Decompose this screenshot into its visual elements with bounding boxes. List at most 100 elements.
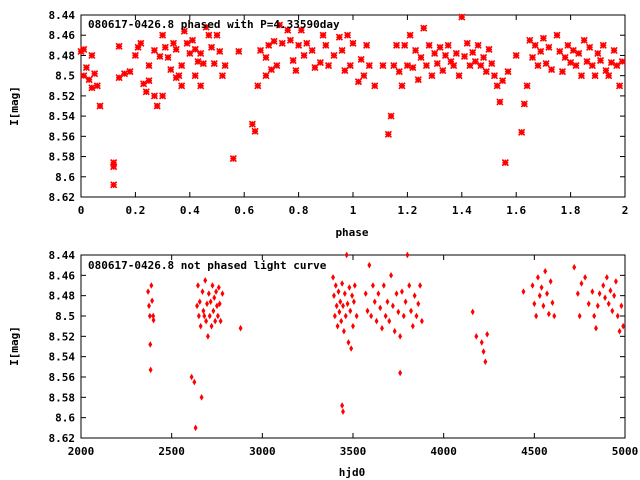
unphased-data-point (337, 308, 342, 316)
phased-data-point (572, 61, 580, 70)
phased-data-point (297, 26, 305, 34)
phased-data-point (183, 39, 191, 47)
phased-data-point (341, 67, 349, 75)
phased-data-point (120, 70, 129, 78)
unphased-data-point (612, 292, 617, 299)
unphased-data-point (481, 348, 486, 355)
phased-data-point (188, 36, 197, 44)
unphased-data-point (541, 302, 546, 310)
phased-data-point (417, 53, 425, 62)
phased-data-point (346, 61, 354, 70)
phased-data-point (137, 39, 145, 47)
phased-y-ticks: 8.44 8.46 8.48 8.5 8.52 8.54 8.56 8.58 8.6 8.62 (49, 9, 625, 204)
unphased-y-tick-label: 8.52 (49, 330, 76, 343)
unphased-data-point (200, 288, 205, 295)
phased-data-point (218, 72, 227, 80)
phased-data-point (365, 61, 373, 70)
phased-data-point (577, 72, 586, 80)
phased-data-point (607, 58, 615, 67)
unphased-data-point (209, 322, 214, 330)
unphased-data-point (363, 290, 368, 297)
unphased-data-point (151, 316, 156, 324)
unphased-data-point (619, 302, 624, 310)
phased-data-point (425, 41, 433, 49)
unphased-x-tick-label: 3500 (340, 445, 367, 458)
phased-y-axis-label: I[mag] (8, 86, 21, 126)
unphased-data-point (333, 282, 338, 289)
unphased-data-point (218, 317, 223, 325)
unphased-y-tick-label: 8.46 (49, 269, 76, 282)
phased-data-point (205, 31, 213, 39)
unphased-data-point (331, 292, 336, 299)
phased-data-point (564, 41, 572, 49)
phased-data-point (390, 61, 398, 70)
unphased-x-axis-label: hjd0 (339, 466, 366, 479)
unphased-data-point (546, 310, 551, 318)
phased-data-point (134, 43, 142, 51)
unphased-data-point (345, 300, 350, 308)
phased-data-point (618, 57, 626, 66)
unphased-data-point (354, 312, 359, 320)
phased-y-tick-label: 8.46 (49, 29, 76, 42)
phased-data-point (354, 78, 363, 86)
phased-data-point (406, 31, 414, 39)
unphased-data-point (207, 312, 212, 320)
unphased-data-point (479, 339, 484, 346)
unphased-data-point (205, 300, 209, 308)
unphased-y-tick-label: 8.44 (49, 249, 76, 262)
phased-data-point (392, 41, 401, 49)
phased-data-point (474, 41, 482, 49)
unphased-data-point (485, 331, 490, 338)
phased-data-point (518, 128, 526, 136)
phased-data-point (539, 34, 547, 42)
unphased-x-ticks: 2000 2500 3000 3500 4000 4500 5000 (68, 255, 638, 458)
phased-data-point (178, 82, 186, 90)
unphased-data-point (193, 424, 198, 432)
unphased-y-axis-label: I[mag] (8, 326, 21, 366)
phased-data-point (197, 82, 205, 90)
phased-data-point (360, 72, 368, 80)
phased-data-point (156, 52, 164, 61)
phased-data-point (433, 59, 441, 68)
phased-x-axis-label: phase (335, 226, 368, 239)
phased-data-point (520, 100, 528, 108)
unphased-data-point (189, 373, 194, 381)
phased-data-point (180, 27, 188, 35)
unphased-data-point (387, 317, 392, 325)
unphased-data-point (535, 274, 540, 281)
phased-data-point (139, 80, 148, 88)
phased-data-point (164, 53, 172, 62)
phased-data-point (439, 67, 447, 75)
unphased-data-point (340, 280, 345, 287)
unphased-x-tick-label: 2500 (158, 445, 185, 458)
unphased-data-point (196, 312, 201, 320)
unphased-data-point (211, 307, 216, 315)
unphased-data-point (594, 324, 598, 332)
unphased-data-point (572, 263, 577, 271)
phased-data-point (596, 56, 605, 65)
unphased-data-point (199, 394, 204, 401)
unphased-data-point (543, 267, 548, 275)
phased-data-point (93, 82, 101, 90)
phased-data-point (153, 102, 161, 110)
phased-x-tick-label: 1 (350, 204, 357, 217)
unphased-data-point (613, 278, 618, 285)
unphased-data-point (210, 282, 215, 289)
unphased-data-point (378, 304, 383, 312)
phased-data-point (496, 98, 504, 106)
phased-data-point (131, 51, 139, 60)
unphased-data-point (410, 322, 415, 330)
phased-data-point (455, 72, 463, 80)
phased-data-point (387, 112, 395, 120)
phased-data-point (80, 45, 88, 53)
unphased-data-point (147, 312, 152, 320)
phased-data-point (178, 61, 186, 70)
phased-data-point (235, 47, 243, 55)
phased-data-point (499, 77, 507, 85)
phased-data-point (613, 61, 621, 70)
phased-data-point (428, 72, 436, 80)
phased-data-point (110, 159, 118, 167)
phased-data-point (534, 61, 542, 70)
phased-data-point (436, 43, 444, 51)
